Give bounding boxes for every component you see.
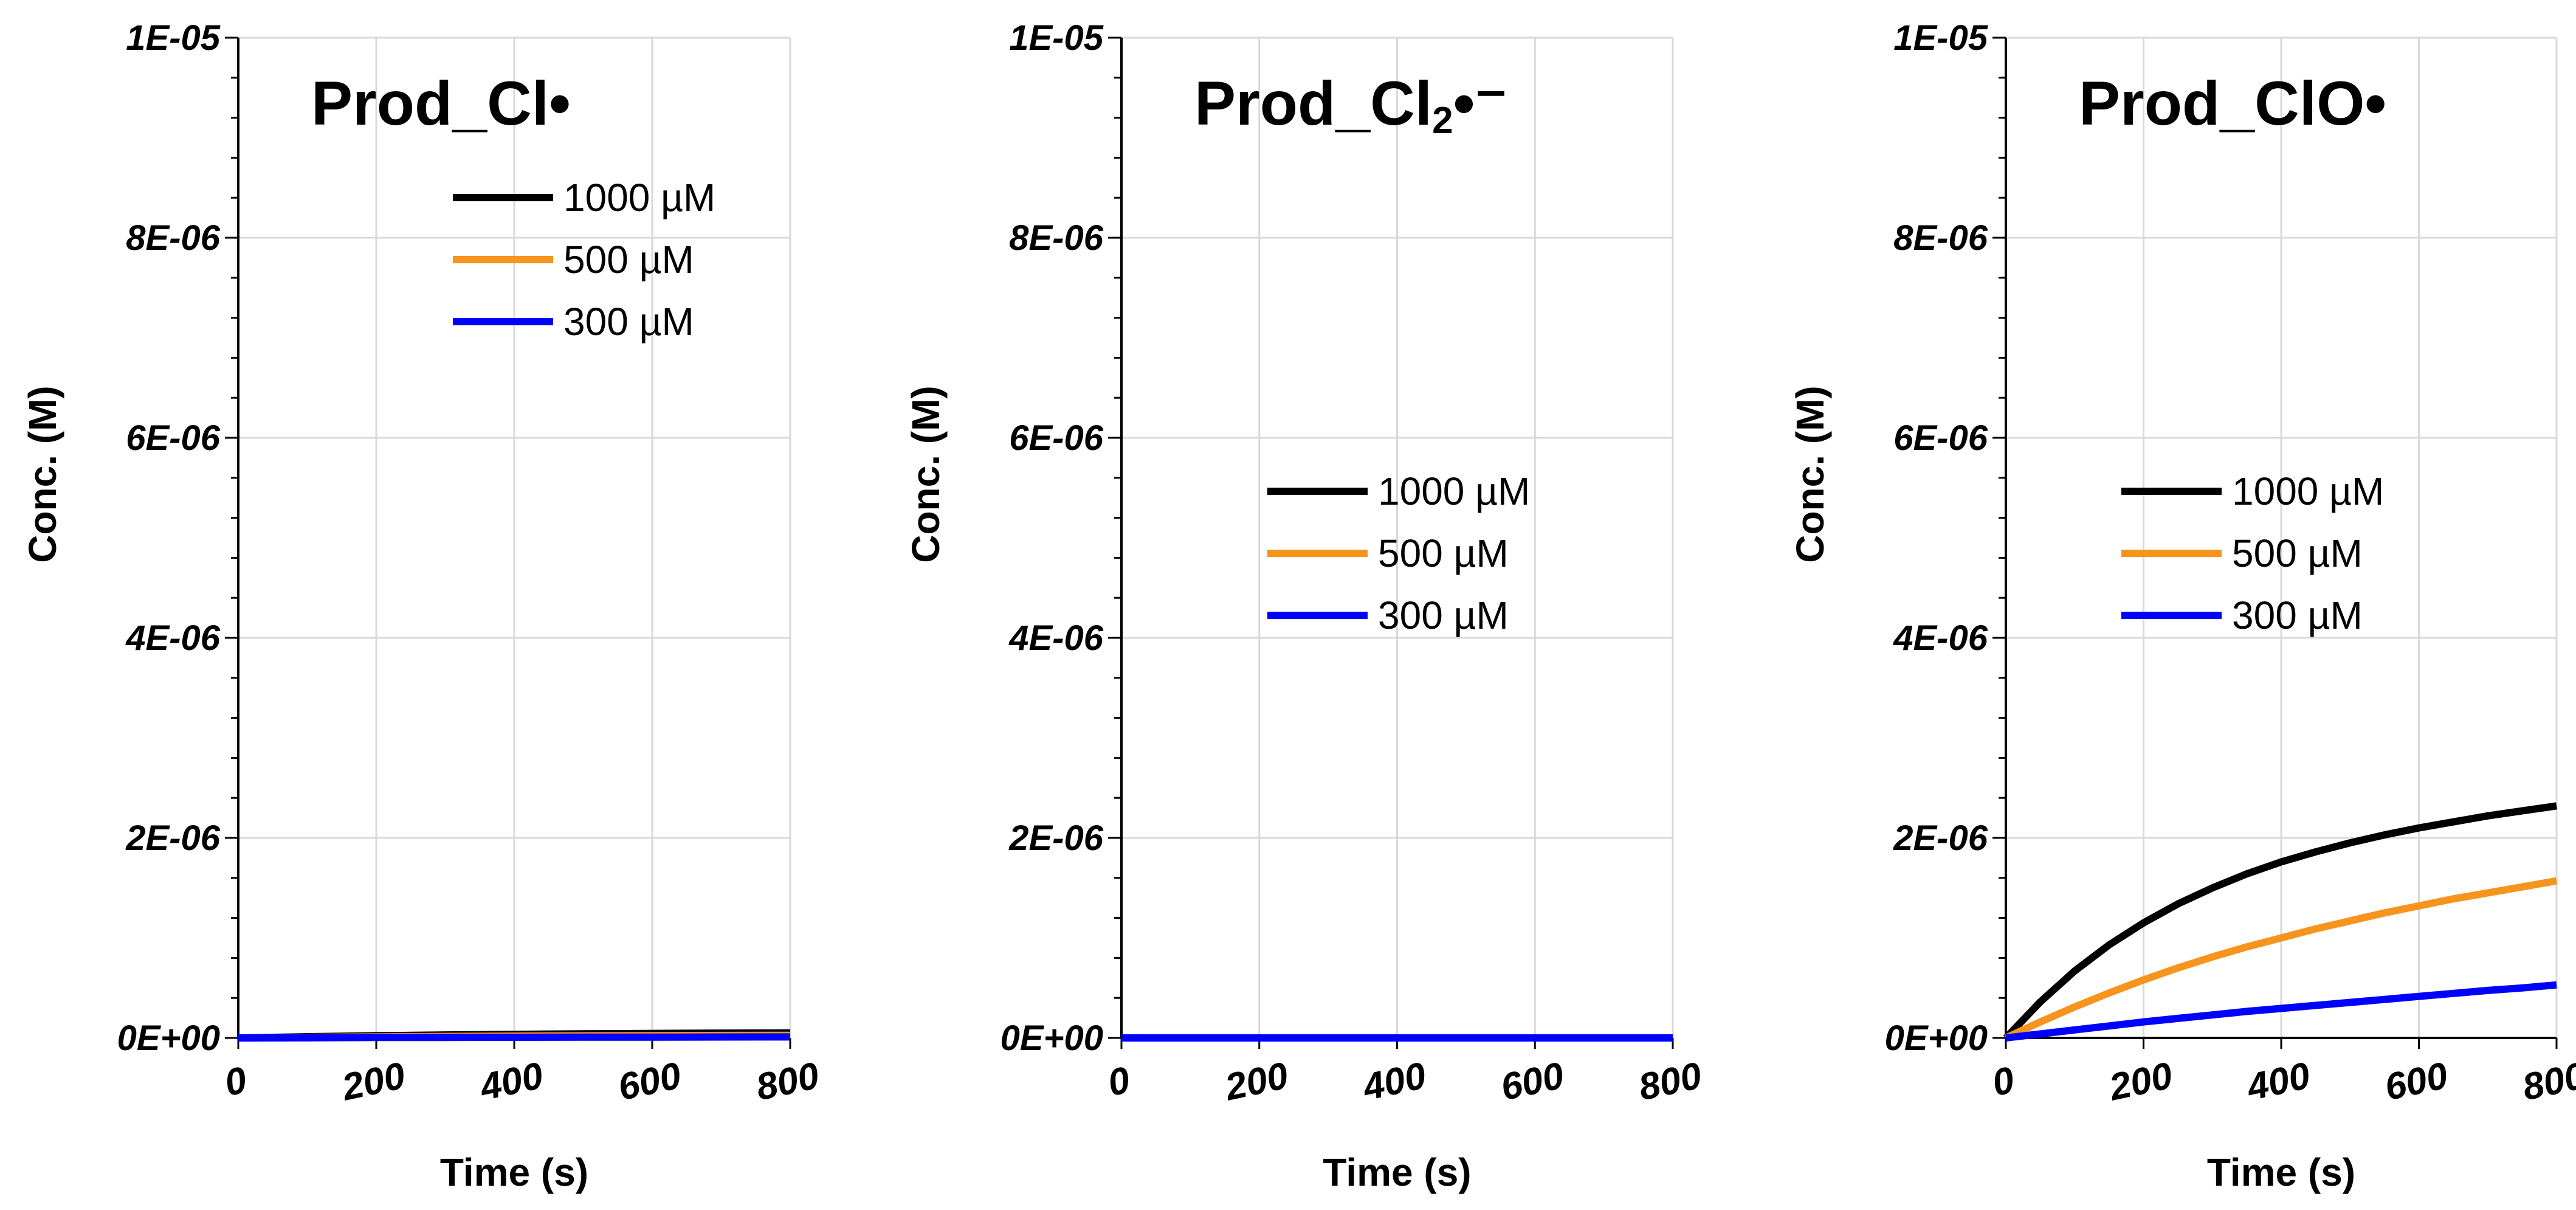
legend-label: 300 µM [1378, 593, 1509, 637]
y-axis-label: Conc. (M) [1788, 385, 1832, 563]
chart-panel-2: 0E+00 2E-06 4E-06 6E-06 8E-06 1E-05 0 200 400 600… [904, 18, 1706, 1194]
legend-label: 300 µM [563, 300, 694, 344]
y-tick-label: 0E+00 [1885, 1018, 1988, 1058]
x-axis-label: Time (s) [2207, 1150, 2355, 1194]
y-tick-label: 2E-06 [1008, 818, 1104, 858]
y-tick-label: 1E-05 [1009, 18, 1104, 58]
y-tick-label: 8E-06 [126, 218, 221, 258]
y-tick-label: 2E-06 [1893, 818, 1988, 858]
y-tick-label: 1E-05 [126, 18, 221, 58]
y-axis-label: Conc. (M) [904, 385, 948, 563]
panel-title: Prod_Cl• [311, 69, 571, 138]
panel-title: Prod_Cl2•⁻ [1194, 69, 1507, 142]
legend-label: 1000 µM [2232, 469, 2384, 513]
series-line-1 [2003, 802, 2557, 1041]
chart-panel-1: 0E+00 2E-06 4E-06 6E-06 8E-06 1E-05 0 200 400 600… [21, 18, 823, 1194]
x-tick-label: 200 [338, 1054, 409, 1108]
x-tick-label: 0 [1104, 1059, 1134, 1105]
y-tick-label: 2E-06 [125, 818, 221, 858]
y-tick-label: 4E-06 [1893, 618, 1988, 658]
x-tick-label: 0 [1989, 1059, 2018, 1105]
legend-label: 500 µM [2232, 531, 2363, 575]
x-tick-label: 0 [221, 1059, 250, 1105]
x-tick-label: 400 [2242, 1054, 2313, 1108]
x-axis-label: Time (s) [440, 1150, 588, 1194]
y-tick-label: 6E-06 [126, 418, 221, 458]
y-tick-label: 6E-06 [1893, 418, 1988, 458]
y-tick-label: 8E-06 [1893, 218, 1988, 258]
legend-label: 1000 µM [1378, 469, 1530, 513]
x-tick-label: 800 [1635, 1054, 1706, 1108]
x-axis-label: Time (s) [1323, 1150, 1471, 1194]
x-tick-label: 200 [1221, 1054, 1292, 1108]
y-tick-label: 1E-05 [1893, 18, 1988, 58]
y-tick-label: 0E+00 [117, 1018, 220, 1058]
y-tick-label: 4E-06 [1008, 618, 1104, 658]
x-tick-label: 600 [2381, 1054, 2451, 1108]
x-tick-label: 600 [615, 1054, 685, 1108]
legend-label: 500 µM [563, 238, 694, 282]
panel-title: Prod_ClO• [2079, 69, 2386, 138]
y-axis-label: Conc. (M) [21, 385, 64, 563]
y-tick-label: 4E-06 [125, 618, 221, 658]
legend-label: 300 µM [2232, 593, 2363, 637]
x-tick-label: 600 [1497, 1054, 1568, 1108]
legend-label: 1000 µM [563, 176, 715, 220]
x-tick-label: 200 [2105, 1054, 2176, 1108]
series-line-3 [2005, 981, 2557, 1042]
x-tick-label: 800 [752, 1054, 823, 1108]
series-line-3 [238, 1033, 791, 1042]
legend-label: 500 µM [1378, 531, 1509, 575]
y-tick-label: 0E+00 [1000, 1018, 1103, 1058]
y-tick-label: 6E-06 [1009, 418, 1104, 458]
x-tick-label: 400 [1359, 1054, 1430, 1108]
series-line-2 [2004, 877, 2558, 1042]
y-tick-label: 8E-06 [1009, 218, 1104, 258]
x-tick-label: 800 [2519, 1054, 2576, 1108]
chart-panel-3: 0E+00 2E-06 4E-06 6E-06 8E-06 1E-05 0 200 400 600… [1788, 18, 2576, 1194]
x-tick-label: 400 [475, 1054, 546, 1108]
